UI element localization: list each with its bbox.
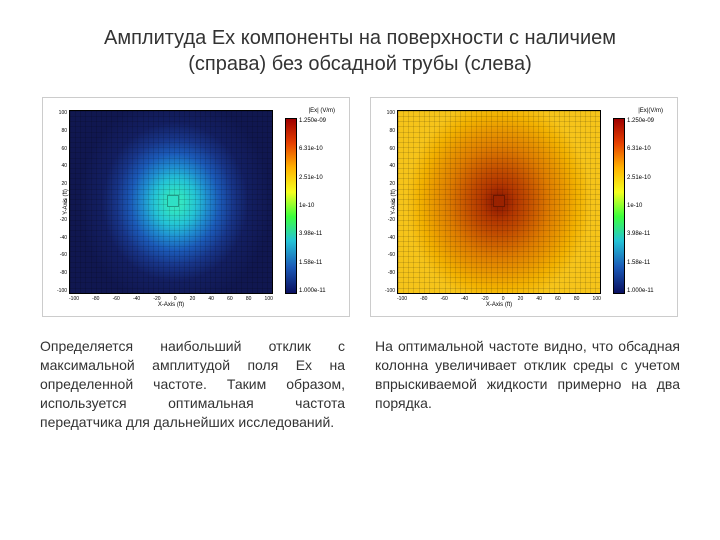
heatmap-left <box>69 110 273 294</box>
title-line-1: Амплитуда Ex компоненты на поверхности с… <box>104 27 616 49</box>
cb-ticks-right: 1.250e-096.31e-102.51e-101e-103.98e-111.… <box>627 118 654 294</box>
colorbar-left <box>285 118 297 294</box>
xlabel-left: X-Axis (ft) <box>69 302 273 308</box>
plot-panel-left: -100-80-60-40-20020406080100 -100-80-60-… <box>42 97 350 317</box>
plots-row: -100-80-60-40-20020406080100 -100-80-60-… <box>40 97 680 317</box>
colorbar-wrap-right: |Ex|(V/m) 1.250e-096.31e-102.51e-101e-10… <box>607 110 669 294</box>
cb-title-right: |Ex|(V/m) <box>638 108 663 114</box>
title-line-2: (справа) без обсадной трубы (слева) <box>188 53 531 75</box>
colorbar-wrap-left: |Ex| (V/m) 1.250e-096.31e-102.51e-101e-1… <box>279 110 341 294</box>
ylabel-right: Y-Axis (ft) <box>391 189 397 215</box>
plot-area-left: -100-80-60-40-20020406080100 -100-80-60-… <box>69 110 273 294</box>
caption-right: На оптимальной частоте видно, что обсадн… <box>375 337 680 431</box>
text-row: Определяется наибольший отклик с максима… <box>40 337 680 431</box>
center-marker-right <box>493 195 505 207</box>
plot-inner-left: -100-80-60-40-20020406080100 -100-80-60-… <box>47 102 345 312</box>
xlabel-right: X-Axis (ft) <box>397 302 601 308</box>
center-marker-left <box>167 195 179 207</box>
heatmap-right <box>397 110 601 294</box>
cb-title-left: |Ex| (V/m) <box>309 108 335 114</box>
plot-area-right: -100-80-60-40-20020406080100 -100-80-60-… <box>397 110 601 294</box>
plot-panel-right: -100-80-60-40-20020406080100 -100-80-60-… <box>370 97 678 317</box>
ylabel-left: Y-Axis (ft) <box>63 189 69 215</box>
caption-left: Определяется наибольший отклик с максима… <box>40 337 345 431</box>
colorbar-right <box>613 118 625 294</box>
plot-inner-right: -100-80-60-40-20020406080100 -100-80-60-… <box>375 102 673 312</box>
cb-ticks-left: 1.250e-096.31e-102.51e-101e-103.98e-111.… <box>299 118 326 294</box>
slide-title: Амплитуда Ex компоненты на поверхности с… <box>40 25 680 77</box>
